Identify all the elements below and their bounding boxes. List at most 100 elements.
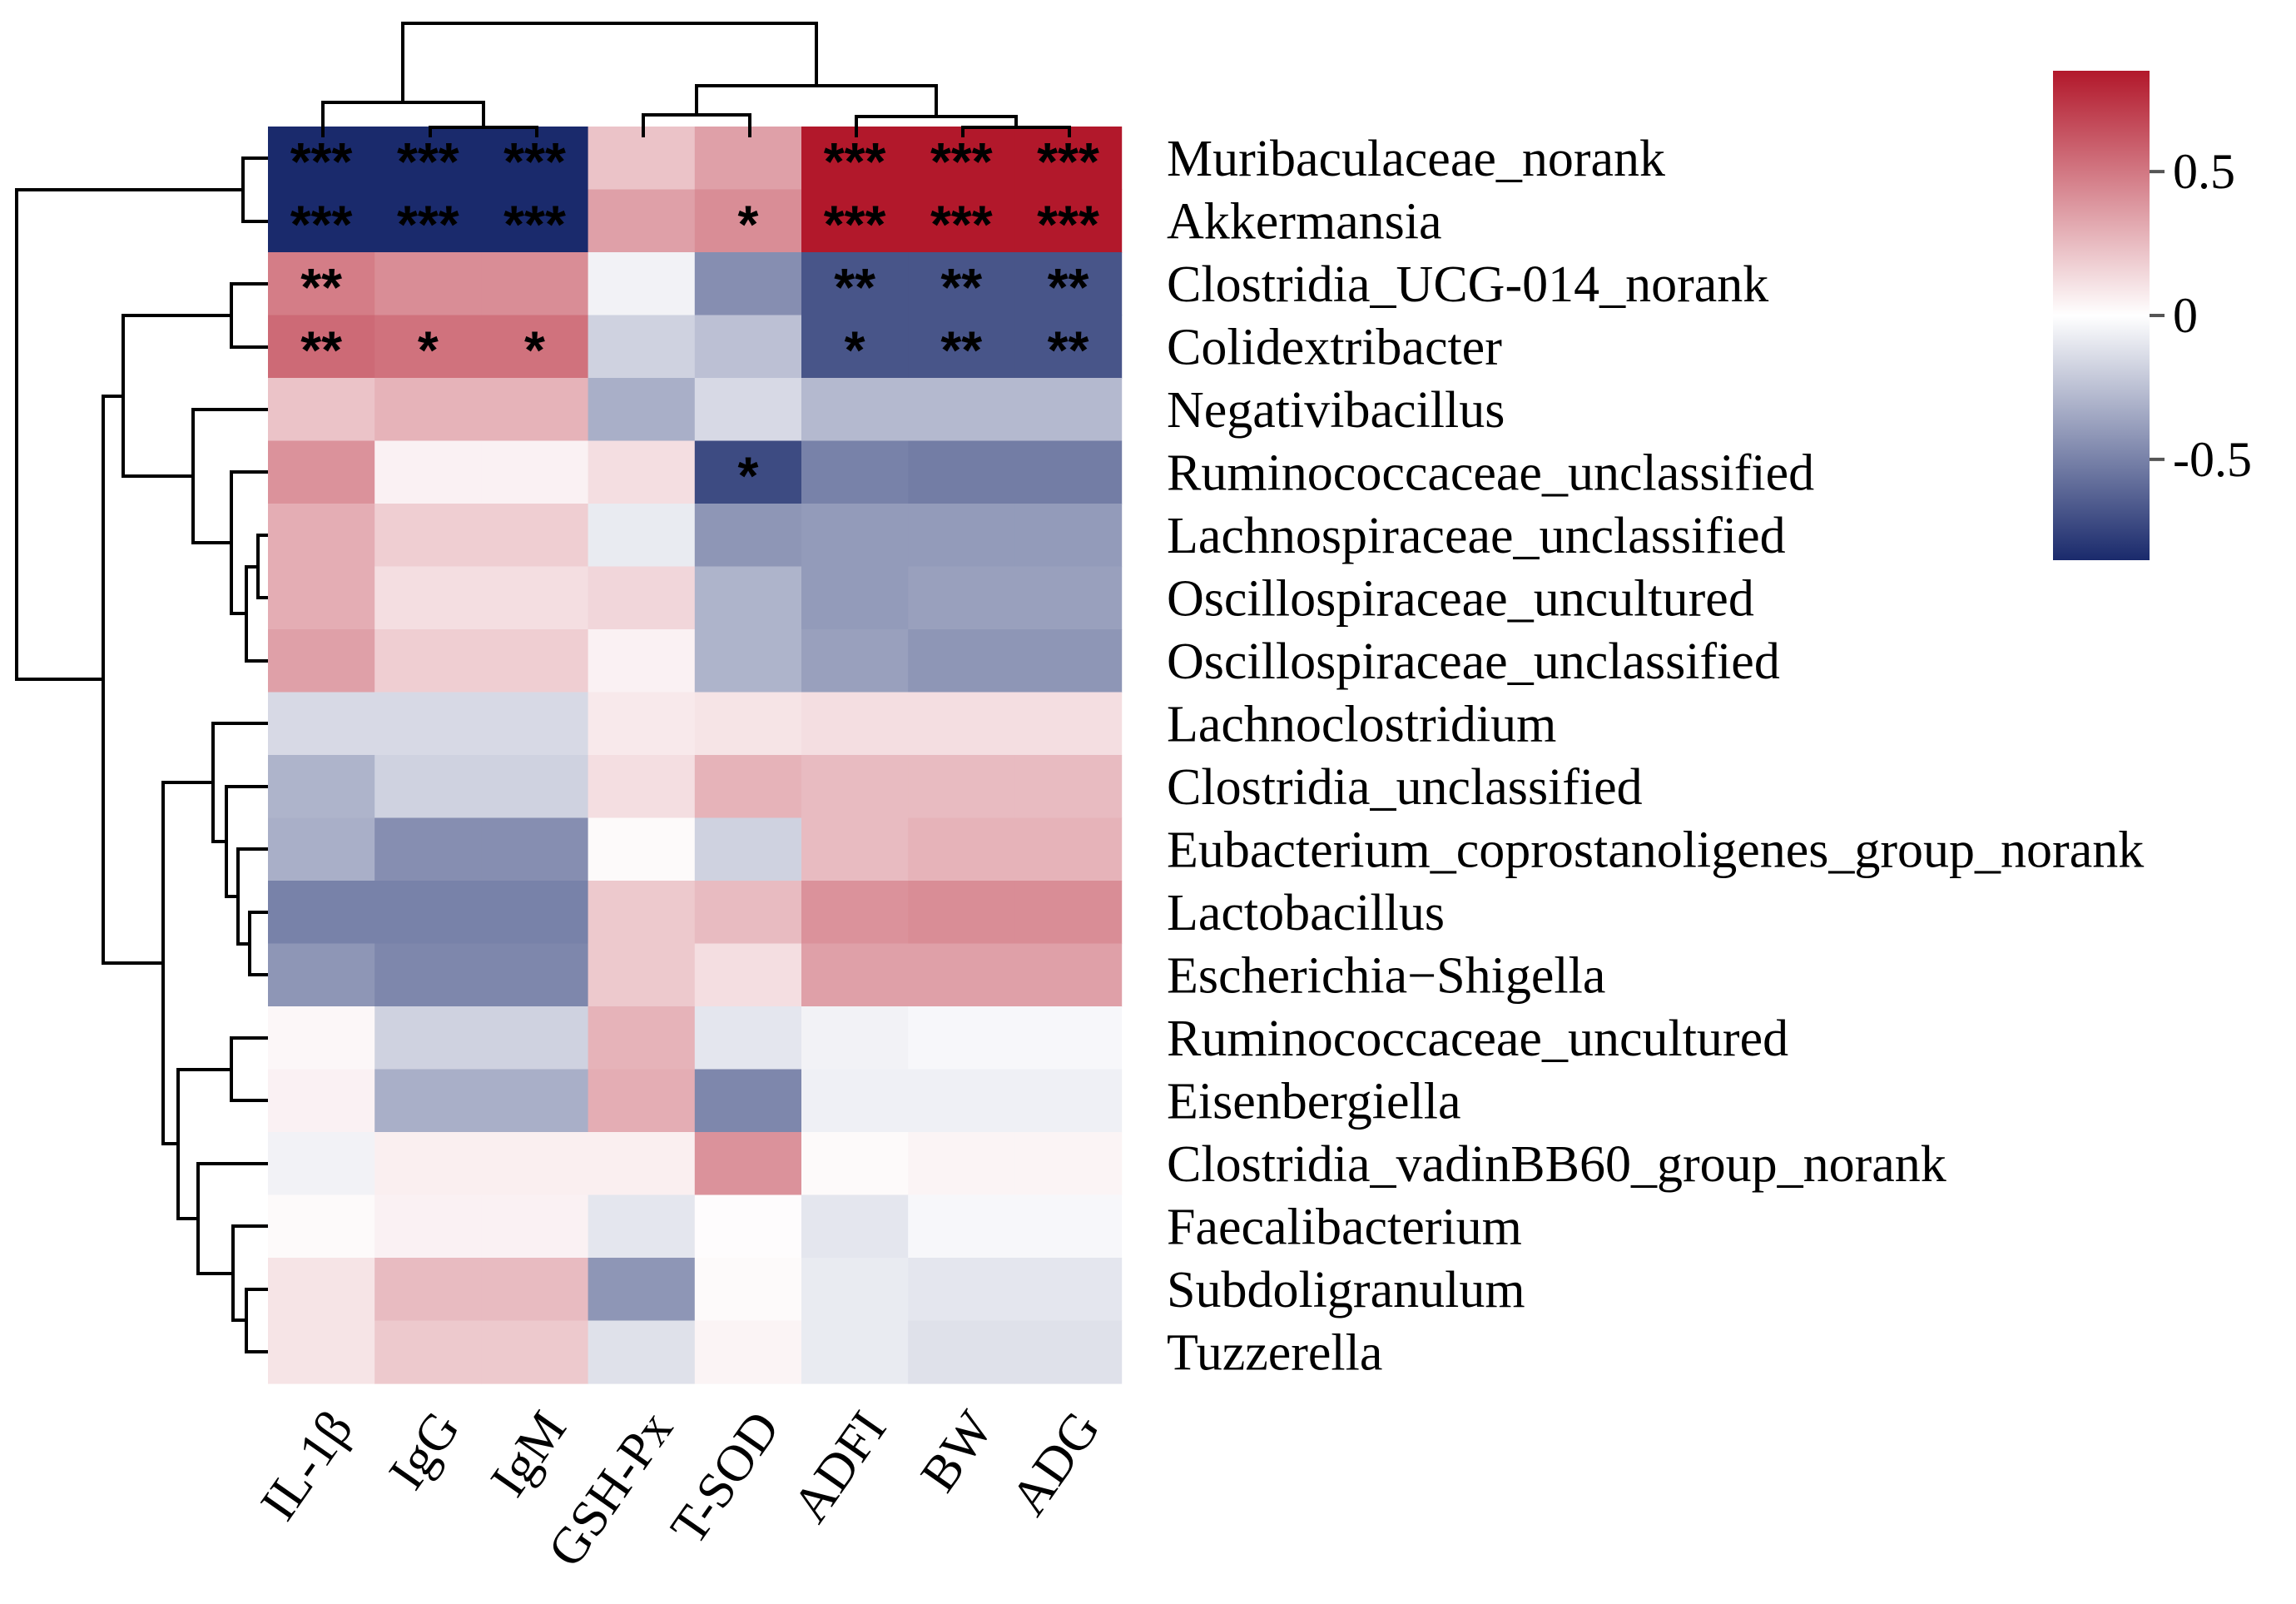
heatmap-cell [694,252,802,316]
significance-mark: *** [930,132,993,191]
column-label: ADFI [782,1401,898,1532]
heatmap-cell [481,817,589,881]
row-label: Lactobacillus [1167,885,1445,941]
heatmap-cell [801,252,909,316]
row-dendrogram [15,156,268,1353]
heatmap-cell [694,315,802,379]
heatmap-cell [1014,1320,1123,1384]
heatmap-cell [588,1006,696,1070]
heatmap-cell [908,817,1015,881]
heatmap-cell [908,440,1015,504]
significance-mark: ** [834,257,875,317]
column-label: ADG [1000,1401,1111,1525]
row-label: Colidextribacter [1167,319,1502,375]
heatmap-cell [374,629,482,693]
heatmap-cell [801,1132,909,1196]
significance-mark: *** [290,132,353,191]
heatmap-cell [694,629,802,693]
significance-mark: ** [300,320,342,380]
heatmap-cell [588,504,696,568]
heatmap-cell [481,1006,589,1070]
significance-mark: ** [300,257,342,317]
column-dendrogram [321,22,1071,137]
heatmap-cell [481,315,589,379]
significance-mark: *** [930,194,993,254]
heatmap-cell [374,504,482,568]
heatmap-cell [908,378,1015,442]
row-label: Clostridia_vadinBB60_group_norank [1167,1136,1946,1193]
heatmap-cell [374,755,482,819]
heatmap-cell [588,1069,696,1133]
heatmap-cell [1014,252,1123,316]
significance-mark: *** [503,194,566,254]
heatmap-cell [374,1069,482,1133]
row-label: Lachnospiraceae_unclassified [1167,508,1786,564]
heatmap-cell [908,189,1015,253]
heatmap-cell [801,189,909,253]
significance-mark: * [524,320,545,380]
heatmap-cell [268,692,375,756]
heatmap-cell [268,629,375,693]
heatmap-cell [374,566,482,630]
heatmap-cell [801,378,909,442]
heatmap-cell [908,692,1015,756]
row-label: Eubacterium_coprostanoligenes_group_nora… [1167,822,2144,878]
heatmap-cell [694,1006,802,1070]
heatmap-cell [268,755,375,819]
heatmap-cell [588,692,696,756]
heatmap-cell [801,315,909,379]
heatmap-cell [694,692,802,756]
legend-tick-label: 0 [2173,288,2198,343]
heatmap-cell [588,881,696,945]
column-label: IgM [480,1401,578,1506]
heatmap-cell [588,252,696,316]
heatmap-cell [481,755,589,819]
significance-mark: *** [1037,132,1099,191]
row-label: Muribaculaceae_norank [1167,131,1665,187]
heatmap-cell [588,315,696,379]
row-label: Clostridia_UCG-014_norank [1167,256,1768,313]
heatmap-cell [374,252,482,316]
heatmap-cell [801,881,909,945]
significance-mark: * [418,320,439,380]
heatmap-cell [1014,629,1123,693]
row-label: Escherichia−Shigella [1167,947,1605,1004]
heatmap-cell [374,127,482,191]
heatmap-cell [481,566,589,630]
heatmap-cell [694,1132,802,1196]
heatmap-cell [481,629,589,693]
heatmap-cell [1014,566,1123,630]
heatmap-cell [268,1006,375,1070]
heatmap-cell [1014,1194,1123,1259]
row-label: Lachnoclostridium [1167,696,1556,752]
row-label: Clostridia_unclassified [1167,759,1643,816]
heatmap-cell [801,755,909,819]
significance-mark: * [737,194,758,254]
heatmap-cell [694,817,802,881]
row-label: Ruminococcaceae_uncultured [1167,1011,1788,1067]
significance-mark: ** [1048,320,1089,380]
heatmap-cell [1014,1069,1123,1133]
heatmap-cell [1014,1006,1123,1070]
heatmap-cell [1014,315,1123,379]
heatmap-cell [481,127,589,191]
heatmap-cell [694,378,802,442]
heatmap-cell [908,1320,1015,1384]
heatmap-cell [374,1132,482,1196]
heatmap-cell [588,1258,696,1322]
heatmap-cell [801,1194,909,1259]
heatmap-cell [268,566,375,630]
heatmap-cell [588,566,696,630]
heatmap-cell [588,189,696,253]
heatmap-cell [694,440,802,504]
heatmap-cell [1014,189,1123,253]
heatmap-cell [374,1006,482,1070]
heatmap-cell [908,629,1015,693]
heatmap-cell [694,943,802,1007]
heatmap-cell [801,817,909,881]
legend-tick-label: 0.5 [2173,144,2235,199]
heatmap-cell [374,692,482,756]
heatmap-cell [588,1194,696,1259]
heatmap-cell [801,943,909,1007]
